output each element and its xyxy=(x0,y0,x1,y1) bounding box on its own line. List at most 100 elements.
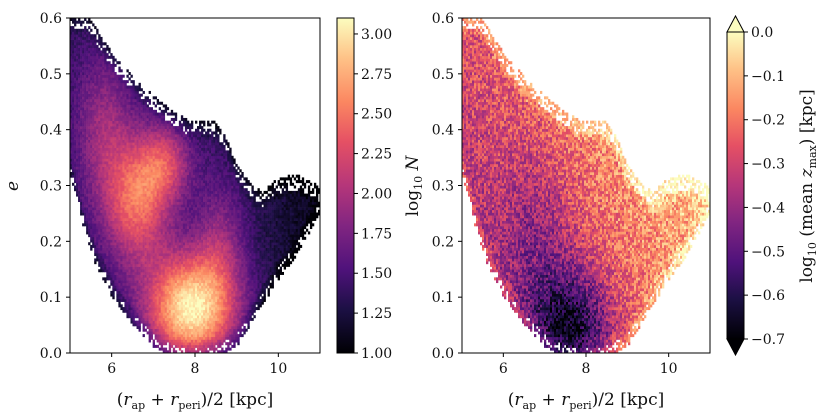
heatmap-cell xyxy=(172,280,176,284)
heatmap-cell xyxy=(100,45,103,49)
heatmap-cell xyxy=(122,182,125,186)
heatmap-cell xyxy=(142,263,145,267)
heatmap-cell xyxy=(110,277,113,281)
heatmap-cell xyxy=(162,285,166,289)
heatmap-cell xyxy=(132,242,135,246)
heatmap-cell xyxy=(94,58,97,62)
heatmap-cell xyxy=(180,196,184,200)
heatmap-cell xyxy=(102,61,105,65)
heatmap-cell xyxy=(120,231,123,235)
heatmap-cell xyxy=(90,161,93,165)
heatmap-cell xyxy=(184,258,188,262)
heatmap-cell xyxy=(72,63,75,67)
heatmap-cell xyxy=(136,282,139,286)
heatmap-cell xyxy=(130,136,133,140)
heatmap-cell xyxy=(116,255,119,259)
heatmap-cell xyxy=(132,250,135,254)
heatmap-cell xyxy=(106,90,109,94)
heatmap-cell xyxy=(104,88,107,92)
heatmap-cell xyxy=(96,45,99,49)
heatmap-cell xyxy=(188,298,192,302)
heatmap-cell xyxy=(176,285,180,289)
heatmap-cell xyxy=(112,212,115,216)
heatmap-cell xyxy=(90,115,93,119)
heatmap-cell xyxy=(88,217,91,221)
heatmap-cell xyxy=(102,139,105,143)
heatmap-cell xyxy=(70,85,73,89)
heatmap-cell xyxy=(104,261,107,265)
heatmap-cell xyxy=(80,139,83,143)
heatmap-cell xyxy=(146,331,149,335)
heatmap-cell xyxy=(178,163,182,167)
heatmap-cell xyxy=(138,261,141,265)
heatmap-cell xyxy=(168,307,172,311)
heatmap-cell xyxy=(188,350,192,353)
heatmap-cell xyxy=(124,180,127,184)
heatmap-cell xyxy=(152,285,155,289)
heatmap-cell xyxy=(174,255,178,259)
heatmap-cell xyxy=(96,174,99,178)
heatmap-cell xyxy=(140,142,143,146)
heatmap-cell xyxy=(140,304,143,308)
heatmap-cell xyxy=(164,290,168,294)
heatmap-cell xyxy=(184,282,188,286)
heatmap-cell xyxy=(164,193,168,197)
heatmap-cell xyxy=(94,85,97,89)
heatmap-cell xyxy=(96,96,99,100)
heatmap-cell xyxy=(126,193,129,197)
heatmap-cell xyxy=(116,99,119,103)
heatmap-cell xyxy=(110,88,113,92)
heatmap-cell xyxy=(136,201,139,205)
heatmap-cell xyxy=(156,169,160,173)
heatmap-cell xyxy=(86,180,89,184)
heatmap-cell xyxy=(114,166,117,170)
heatmap-cell xyxy=(154,182,157,186)
heatmap-cell xyxy=(120,220,123,224)
heatmap-cell xyxy=(78,74,81,78)
heatmap-cell xyxy=(184,253,188,257)
heatmap-cell xyxy=(76,171,79,175)
heatmap-cell xyxy=(132,255,135,259)
heatmap-cell xyxy=(78,53,81,57)
heatmap-cell xyxy=(136,96,139,100)
heatmap-cell xyxy=(118,304,121,308)
heatmap-cell xyxy=(158,347,162,351)
heatmap-cell xyxy=(150,301,153,305)
heatmap-cell xyxy=(172,239,176,243)
heatmap-cell xyxy=(94,69,97,73)
heatmap-cell xyxy=(172,315,176,319)
heatmap-cell xyxy=(100,69,103,73)
heatmap-cell xyxy=(84,155,87,159)
heatmap-cell xyxy=(164,309,168,313)
heatmap-cell xyxy=(138,293,141,297)
heatmap-cell xyxy=(132,166,135,170)
heatmap-cell xyxy=(166,312,170,316)
heatmap-cell xyxy=(132,144,135,148)
heatmap-cell xyxy=(142,242,145,246)
heatmap-cell xyxy=(118,66,121,70)
heatmap-cell xyxy=(176,209,180,213)
heatmap-cell xyxy=(168,282,172,286)
heatmap-cell xyxy=(144,199,147,203)
heatmap-cell xyxy=(172,263,176,267)
heatmap-cell xyxy=(90,144,93,148)
heatmap-cell xyxy=(166,158,170,162)
heatmap-cell xyxy=(176,234,180,238)
heatmap-cell xyxy=(188,344,192,348)
heatmap-cell xyxy=(112,217,115,221)
heatmap-cell xyxy=(178,325,182,329)
heatmap-cell xyxy=(134,101,137,105)
heatmap-cell xyxy=(156,312,160,316)
heatmap-cell xyxy=(114,217,117,221)
heatmap-cell xyxy=(112,158,115,162)
heatmap-cell xyxy=(116,247,119,251)
heatmap-cell xyxy=(122,207,125,211)
heatmap-cell xyxy=(170,112,174,116)
heatmap-cell xyxy=(80,39,83,43)
heatmap-cell xyxy=(150,285,153,289)
heatmap-cell xyxy=(176,255,180,259)
heatmap-cell xyxy=(126,99,129,103)
heatmap-cell xyxy=(164,153,168,157)
heatmap-cell xyxy=(82,36,85,40)
heatmap-cell xyxy=(142,317,145,321)
